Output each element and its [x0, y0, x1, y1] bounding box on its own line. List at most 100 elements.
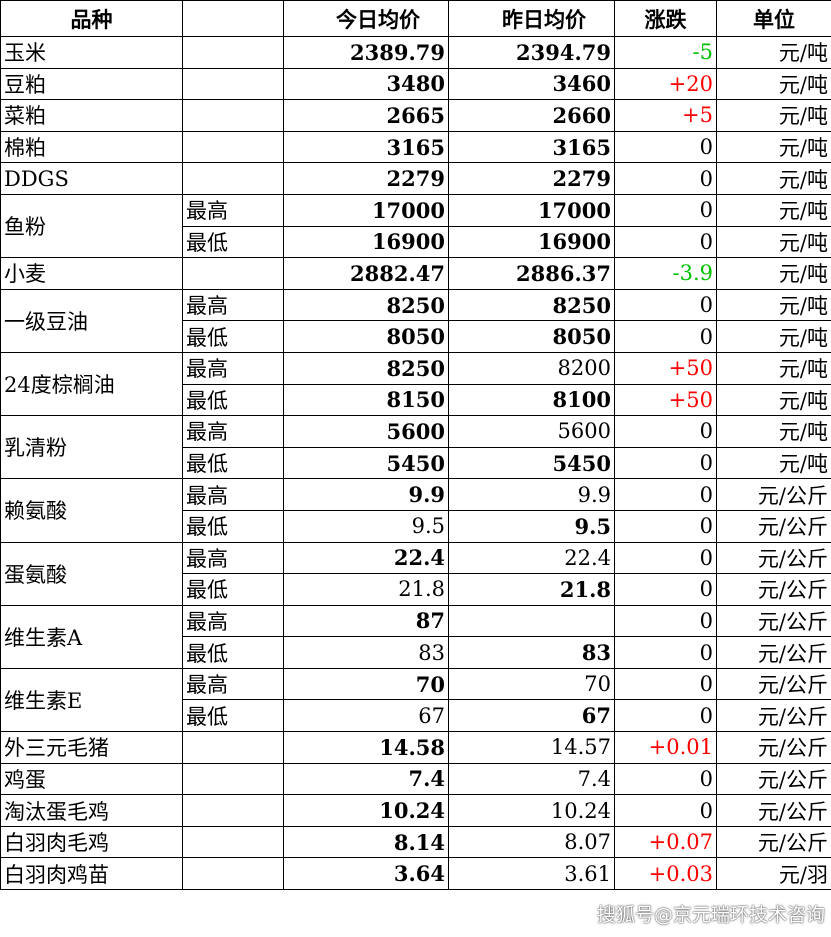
- sub-label: [182, 99, 284, 132]
- today-price: 10.24: [283, 794, 449, 827]
- today-price: 3.64: [283, 857, 449, 891]
- unit: 元/吨: [716, 257, 831, 290]
- sub-label: 最高: [182, 478, 284, 511]
- sub-label: [182, 857, 284, 891]
- unit: 元/公斤: [716, 794, 831, 827]
- change-value: +0.03: [614, 857, 717, 891]
- variety-name: 白羽肉鸡苗: [0, 857, 183, 891]
- today-price: 9.5: [283, 509, 449, 543]
- yesterday-price: 83: [448, 636, 615, 669]
- table-row: 白羽肉毛鸡 8.14 8.07 +0.07 元/公斤: [0, 825, 831, 859]
- yesterday-price: 2660: [448, 99, 615, 132]
- unit: 元/公斤: [716, 541, 831, 575]
- unit: 元/吨: [716, 99, 831, 132]
- table-row: 最低 83 83 0 元/公斤: [1, 636, 831, 669]
- today-price: 87: [283, 604, 449, 638]
- today-price: 2279: [283, 162, 449, 195]
- change-value: 0: [614, 573, 717, 606]
- sub-label: 最高: [182, 541, 284, 575]
- header-change: 涨跌: [614, 0, 717, 37]
- yesterday-price: 7.4: [448, 762, 615, 796]
- yesterday-price: 9.5: [448, 509, 615, 543]
- variety-name: 玉米: [0, 36, 183, 69]
- today-price: 2665: [283, 99, 449, 132]
- change-value: 0: [614, 762, 717, 796]
- variety-name: 维生素E: [0, 667, 183, 733]
- yesterday-price: 3460: [448, 67, 615, 101]
- table-row: 最低 8050 8050 0 元/吨: [1, 320, 831, 353]
- yesterday-price: 8250: [448, 288, 615, 322]
- yesterday-price: 9.9: [448, 478, 615, 511]
- change-value: +50: [614, 351, 717, 385]
- today-price: 70: [283, 667, 449, 701]
- unit: 元/公斤: [716, 731, 831, 764]
- variety-name: 一级豆油: [0, 288, 183, 353]
- change-value: 0: [614, 415, 717, 448]
- change-value: +5: [614, 99, 717, 132]
- unit: 元/吨: [716, 288, 831, 322]
- price-table: 品种 今日均价 昨日均价 涨跌 单位 玉米 2389.79 2394.79 -5 元/吨…: [0, 0, 831, 891]
- today-price: 2882.47: [283, 257, 449, 290]
- sub-label: 最高: [182, 288, 284, 322]
- watermark: 搜狐号@京元瑞环技术咨询: [596, 904, 825, 926]
- change-value: 0: [614, 446, 717, 480]
- unit: 元/吨: [716, 351, 831, 385]
- table-row: 小麦 2882.47 2886.37 -3.9 元/吨: [0, 257, 831, 290]
- change-value: 0: [614, 130, 717, 164]
- unit: 元/吨: [716, 225, 831, 259]
- table-row: 白羽肉鸡苗 3.64 3.61 +0.03 元/羽: [0, 857, 831, 891]
- yesterday-price: 8100: [448, 383, 615, 417]
- sub-label: [182, 731, 284, 764]
- change-value: -3.9: [614, 257, 717, 290]
- variety-name: 乳清粉: [0, 415, 183, 480]
- today-price: 5600: [283, 415, 449, 448]
- variety-name: 白羽肉毛鸡: [0, 825, 183, 859]
- table-row: 维生素A 最高 87 0 元/公斤: [0, 604, 831, 669]
- today-price: 14.58: [283, 731, 449, 764]
- today-price: 16900: [283, 225, 449, 259]
- sub-label: 最高: [182, 193, 284, 227]
- table-row: 蛋氨酸 最高 22.4 22.4 0 元/公斤: [0, 541, 831, 606]
- variety-name: DDGS: [0, 162, 183, 195]
- change-value: 0: [614, 320, 717, 353]
- unit: 元/公斤: [716, 604, 831, 638]
- variety-name: 鸡蛋: [0, 762, 183, 796]
- yesterday-price: 22.4: [448, 541, 615, 575]
- unit: 元/公斤: [716, 825, 831, 859]
- unit: 元/吨: [716, 320, 831, 353]
- change-value: 0: [614, 509, 717, 543]
- sub-label: [182, 794, 284, 827]
- yesterday-price: 2886.37: [448, 257, 615, 290]
- unit: 元/公斤: [716, 478, 831, 511]
- change-value: +50: [614, 383, 717, 417]
- unit: 元/吨: [716, 162, 831, 195]
- today-price: 8050: [283, 320, 449, 353]
- change-value: 0: [614, 699, 717, 733]
- unit: 元/公斤: [716, 667, 831, 701]
- sub-label: 最低: [182, 509, 284, 543]
- today-price: 3165: [283, 130, 449, 164]
- variety-name: 赖氨酸: [0, 478, 183, 543]
- variety-name: 菜粕: [0, 99, 183, 132]
- sub-label: [182, 36, 284, 69]
- today-price: 8250: [283, 288, 449, 322]
- today-price: 9.9: [283, 478, 449, 511]
- yesterday-price: 3165: [448, 130, 615, 164]
- yesterday-price: 5600: [448, 415, 615, 448]
- change-value: 0: [614, 193, 717, 227]
- sub-label: [182, 825, 284, 859]
- sub-label: 最高: [182, 415, 284, 448]
- yesterday-price: 21.8: [448, 573, 615, 606]
- header-unit: 单位: [716, 0, 831, 37]
- change-value: 0: [614, 794, 717, 827]
- header-sub: [182, 0, 284, 37]
- sub-label: [182, 162, 284, 195]
- table-row: 鸡蛋 7.4 7.4 0 元/公斤: [0, 762, 831, 796]
- table-row: 维生素E 最高 70 70 0 元/公斤: [0, 667, 831, 733]
- sub-label: [182, 130, 284, 164]
- variety-name: 蛋氨酸: [0, 541, 183, 606]
- table-row: 菜粕 2665 2660 +5 元/吨: [0, 99, 831, 132]
- table-row: 24度棕榈油 最高 8250 8200 +50 元/吨: [0, 351, 831, 417]
- unit: 元/公斤: [716, 699, 831, 733]
- yesterday-price: 2279: [448, 162, 615, 195]
